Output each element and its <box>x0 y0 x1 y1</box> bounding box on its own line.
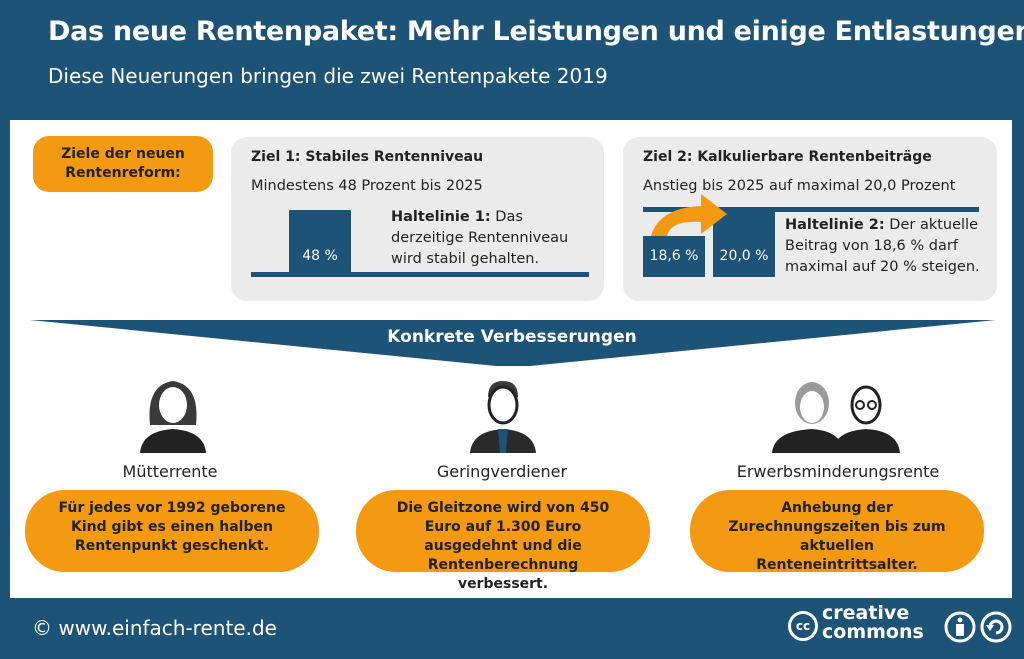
category-title: Geringverdiener <box>436 462 568 481</box>
woman-icon <box>140 381 206 453</box>
cc-logo-icon: cc <box>788 611 818 641</box>
page-title: Das neue Rentenpaket: Mehr Leistungen un… <box>48 16 1024 47</box>
note-text: Das derzeitige Rentenniveau wird stabil … <box>391 209 569 267</box>
page-subtitle: Diese Neuerungen bringen die zwei Renten… <box>48 64 608 88</box>
bar-20-percent: 20,0 % <box>713 207 775 277</box>
category-title: Mütterrente <box>122 462 218 481</box>
website-link[interactable]: © www.einfach-rente.de <box>32 616 277 640</box>
goals-label: Ziele der neuen Rentenreform: <box>33 136 213 192</box>
goal-1-heading: Ziel 1: Stabiles Rentenniveau <box>251 149 484 165</box>
note-text: Der aktuelle Beitrag von 18,6 % darf max… <box>785 217 980 275</box>
improvements-heading: Konkrete Verbesserungen <box>387 327 637 347</box>
man-with-tie-icon <box>470 381 536 453</box>
cc-line-2: commons <box>822 621 924 643</box>
category-description: Für jedes vor 1992 geborene Kind gibt es… <box>25 490 319 572</box>
arrow-up-icon <box>651 194 727 236</box>
bar-48-percent: 48 % <box>289 210 351 272</box>
goal-2-heading: Ziel 2: Kalkulierbare Rentenbeiträge <box>643 149 932 165</box>
elderly-couple-icon <box>772 382 900 453</box>
note-bold: Haltelinie 1: <box>391 209 491 225</box>
category-description: Anhebung der Zurechnungszeiten bis zum a… <box>690 490 984 573</box>
category-description: Die Gleitzone wird von 450 Euro auf 1.30… <box>356 490 650 592</box>
note-bold: Haltelinie 2: <box>785 217 885 233</box>
cc-line-1: creative <box>822 602 910 624</box>
funnel-banner <box>30 320 996 366</box>
attribution-sharealike-icons <box>944 611 1012 643</box>
goal-1-note: Haltelinie 1: Das derzeitige Rentennivea… <box>391 207 596 270</box>
bar-18-6-percent: 18,6 % <box>643 236 705 277</box>
creative-commons-logo: creative commons <box>822 604 924 642</box>
category-title: Erwerbsminderungsrente <box>736 462 940 481</box>
goal-1-box: Ziel 1: Stabiles Rentenniveau Mindestens… <box>231 137 604 301</box>
goal-2-subheading: Anstieg bis 2025 auf maximal 20,0 Prozen… <box>643 178 956 194</box>
goal-2-note: Haltelinie 2: Der aktuelle Beitrag von 1… <box>785 215 990 278</box>
goal-1-subheading: Mindestens 48 Prozent bis 2025 <box>251 178 483 194</box>
limit-line <box>643 207 979 212</box>
baseline <box>251 272 589 277</box>
goal-2-box: Ziel 2: Kalkulierbare Rentenbeiträge Ans… <box>623 137 997 301</box>
